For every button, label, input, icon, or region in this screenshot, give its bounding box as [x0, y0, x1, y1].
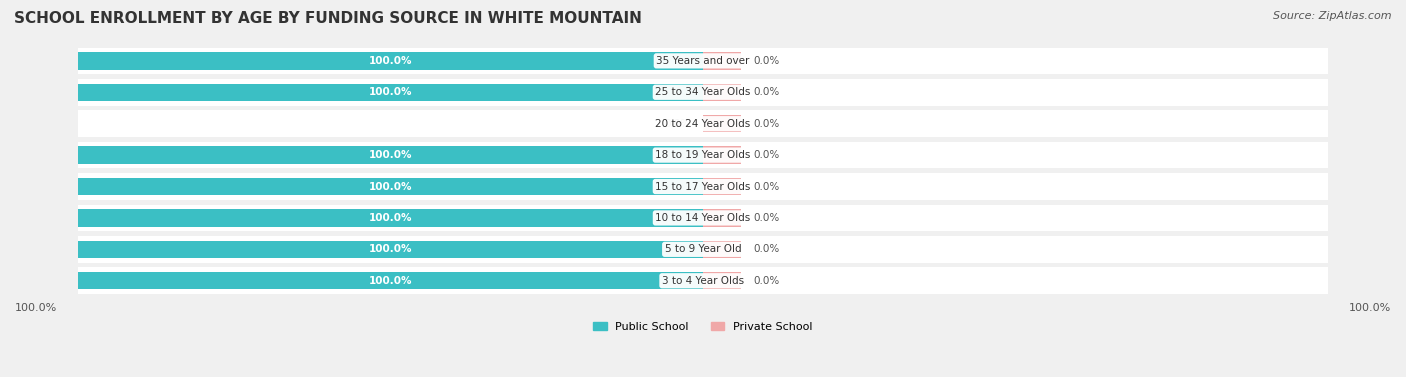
- Bar: [77, 110, 1329, 137]
- Text: 100.0%: 100.0%: [368, 150, 412, 160]
- Text: Source: ZipAtlas.com: Source: ZipAtlas.com: [1274, 11, 1392, 21]
- Text: 100.0%: 100.0%: [1348, 303, 1391, 313]
- Bar: [703, 52, 741, 69]
- Bar: [77, 52, 703, 69]
- Bar: [703, 178, 741, 195]
- Text: 0.0%: 0.0%: [754, 87, 779, 97]
- Text: 0.0%: 0.0%: [754, 213, 779, 223]
- Bar: [77, 146, 703, 164]
- Text: 35 Years and over: 35 Years and over: [657, 56, 749, 66]
- Text: 0.0%: 0.0%: [754, 276, 779, 286]
- Text: 100.0%: 100.0%: [368, 87, 412, 97]
- Bar: [703, 209, 741, 227]
- Text: 0.0%: 0.0%: [754, 244, 779, 254]
- Text: 100.0%: 100.0%: [368, 244, 412, 254]
- Bar: [77, 241, 703, 258]
- Bar: [703, 84, 741, 101]
- Bar: [77, 84, 703, 101]
- Bar: [77, 142, 1329, 169]
- Text: 100.0%: 100.0%: [368, 181, 412, 192]
- Text: 100.0%: 100.0%: [368, 213, 412, 223]
- Bar: [77, 236, 1329, 263]
- Bar: [77, 173, 1329, 200]
- Bar: [77, 272, 703, 290]
- Text: 0.0%: 0.0%: [664, 119, 690, 129]
- Text: SCHOOL ENROLLMENT BY AGE BY FUNDING SOURCE IN WHITE MOUNTAIN: SCHOOL ENROLLMENT BY AGE BY FUNDING SOUR…: [14, 11, 643, 26]
- Bar: [77, 267, 1329, 294]
- Text: 20 to 24 Year Olds: 20 to 24 Year Olds: [655, 119, 751, 129]
- Bar: [77, 209, 703, 227]
- Text: 0.0%: 0.0%: [754, 119, 779, 129]
- Bar: [77, 205, 1329, 231]
- Text: 100.0%: 100.0%: [368, 56, 412, 66]
- Text: 100.0%: 100.0%: [15, 303, 58, 313]
- Bar: [703, 146, 741, 164]
- Text: 0.0%: 0.0%: [754, 56, 779, 66]
- Text: 0.0%: 0.0%: [754, 181, 779, 192]
- Text: 3 to 4 Year Olds: 3 to 4 Year Olds: [662, 276, 744, 286]
- Bar: [703, 272, 741, 290]
- Text: 5 to 9 Year Old: 5 to 9 Year Old: [665, 244, 741, 254]
- Text: 0.0%: 0.0%: [754, 150, 779, 160]
- Text: 10 to 14 Year Olds: 10 to 14 Year Olds: [655, 213, 751, 223]
- Text: 18 to 19 Year Olds: 18 to 19 Year Olds: [655, 150, 751, 160]
- Legend: Public School, Private School: Public School, Private School: [589, 317, 817, 336]
- Text: 15 to 17 Year Olds: 15 to 17 Year Olds: [655, 181, 751, 192]
- Text: 100.0%: 100.0%: [368, 276, 412, 286]
- Bar: [703, 241, 741, 258]
- Bar: [77, 79, 1329, 106]
- Bar: [77, 178, 703, 195]
- Bar: [77, 48, 1329, 74]
- Bar: [703, 115, 741, 132]
- Text: 25 to 34 Year Olds: 25 to 34 Year Olds: [655, 87, 751, 97]
